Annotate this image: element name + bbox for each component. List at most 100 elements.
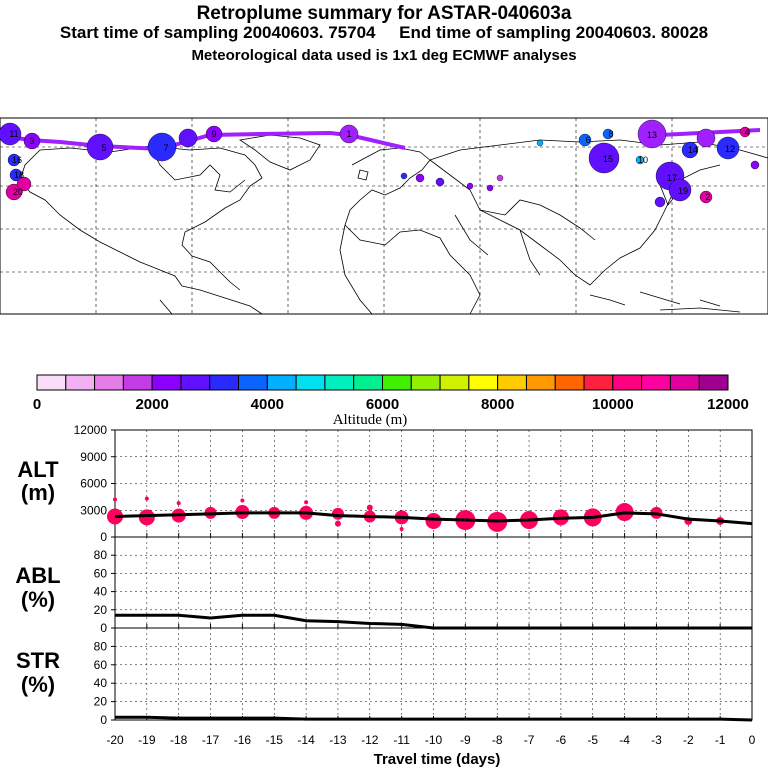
ytick-str-20: 20 [94,695,108,709]
ytick-str-80: 80 [94,639,108,653]
plume-label-17: 17 [667,173,677,183]
plume-label-8: 8 [608,129,613,139]
abl-unit-label: (%) [21,587,55,612]
plume-cluster-8 [696,128,716,148]
colorbar-swatch-4 [151,374,182,391]
colorbar-tick-2000: 2000 [135,396,168,413]
panel-alt: 0 3000 6000 9000 12000 ALT(m) [17,423,753,544]
plume-label-20: 20 [13,187,23,197]
plume-cluster-18 [699,190,713,204]
ytick-alt-0: 0 [100,530,107,544]
plume-cluster-7 [637,119,667,149]
plume-cluster-11 [668,178,692,202]
colorbar-swatch-7 [238,374,268,391]
xtick--2: -2 [683,733,694,747]
alt-marker-15 [366,504,373,511]
xtick--12: -12 [361,733,379,747]
ytick-str-0: 0 [100,713,107,727]
xtick--17: -17 [202,733,220,747]
plume-label-9: 9 [211,129,216,139]
plume-cluster-4 [178,128,198,148]
ytick-abl-20: 20 [94,603,108,617]
altitude-colorbar: 0 2000 4000 6000 8000 10000 12000 Altitude (m) [33,374,749,428]
chart-title: Retroplume summary for ASTAR-040603a [196,3,572,24]
plume-cluster-14 [5,183,23,201]
ytick-abl-0: 0 [100,621,107,635]
plume-label-11: 11 [9,129,18,139]
colorbar-swatch-11 [353,374,384,391]
plume-label-13: 13 [647,130,657,140]
colorbar-swatch-9 [295,374,326,391]
alt-marker-8 [240,498,245,503]
plume-cluster-23 [750,160,760,170]
colorbar-swatch-5 [180,374,211,391]
colorbar-title: Altitude (m) [333,412,408,428]
ytick-str-40: 40 [94,676,108,690]
xtick--13: -13 [329,733,347,747]
alt-marker-1 [113,497,117,502]
ytick-alt-6000: 6000 [80,477,107,491]
xtick--20: -20 [106,733,124,747]
map-gridlines [0,118,768,314]
xtick--3: -3 [651,733,662,747]
plume-cluster-16 [716,136,740,160]
colorbar-swatch-17 [525,374,556,391]
plume-label-1: 1 [346,129,351,139]
colorbar-swatch-22 [669,374,700,391]
xtick--1: -1 [715,733,726,747]
xtick--14: -14 [297,733,315,747]
coastlines [19,134,768,315]
plume-label-10: 10 [638,155,648,165]
colorbar-swatch-6 [209,374,240,391]
colorbar-swatch-3 [122,374,153,391]
colorbar-swatch-12 [382,374,412,391]
ytick-str-60: 60 [94,658,108,672]
plume-label-12: 12 [725,144,735,154]
plume-label-4: 4 [744,127,749,137]
plume-cluster-1 [23,132,41,150]
time-series-panels: 030006000900012000ALT(m)020406080ABL(%)0… [15,423,755,768]
xtick--5: -5 [587,733,598,747]
plume-cluster-19 [739,126,751,138]
plume-label-18: 18 [14,170,24,180]
colorbar-swatch-14 [439,374,470,391]
ytick-abl-80: 80 [94,548,108,562]
ytick-alt-9000: 9000 [80,450,107,464]
plume-label-2: 2 [705,192,710,202]
panel-str: 0 20 40 60 80 STR(%) [16,627,753,727]
colorbar-tick-10000: 10000 [592,396,634,413]
colorbar-swatch-16 [497,374,527,391]
plume-label-5: 5 [101,143,106,153]
xtick--9: -9 [460,733,471,747]
xtick-0: 0 [749,733,756,747]
colorbar-swatch-21 [641,374,671,391]
sampling-times: Start time of sampling 20040603. 75704 E… [0,23,768,43]
plume-cluster-15 [16,176,32,192]
xtick--15: -15 [266,733,284,747]
met-data-line: Meteorological data used is 1x1 deg ECMW… [191,47,577,64]
plume-label-16: 16 [12,155,22,165]
xtick--19: -19 [138,733,156,747]
x-axis-title: Travel time (days) [374,751,501,768]
plume-cluster-2 [86,133,114,161]
plume-cluster-12 [7,153,21,167]
plume-cluster-0 [0,122,22,146]
colorbar-swatch-2 [94,374,124,391]
ytick-alt-3000: 3000 [80,503,107,517]
plume-label-7: 7 [163,143,168,153]
alt-marker-17 [399,526,404,531]
plume-label-19: 19 [678,186,688,196]
plume-label-6: 6 [585,135,590,145]
colorbar-tick-6000: 6000 [366,396,399,413]
plume-label-15: 15 [603,154,613,164]
str-series-line [115,715,753,722]
xtick--16: -16 [234,733,252,747]
plume-cluster-21 [602,128,614,140]
alt-marker-3 [144,496,149,501]
str-unit-label: (%) [21,672,55,697]
xtick--18: -18 [170,733,188,747]
plume-cluster-6 [339,124,359,144]
xtick--4: -4 [619,733,630,747]
panel-abl: 0 20 40 60 80 ABL(%) [15,536,753,635]
